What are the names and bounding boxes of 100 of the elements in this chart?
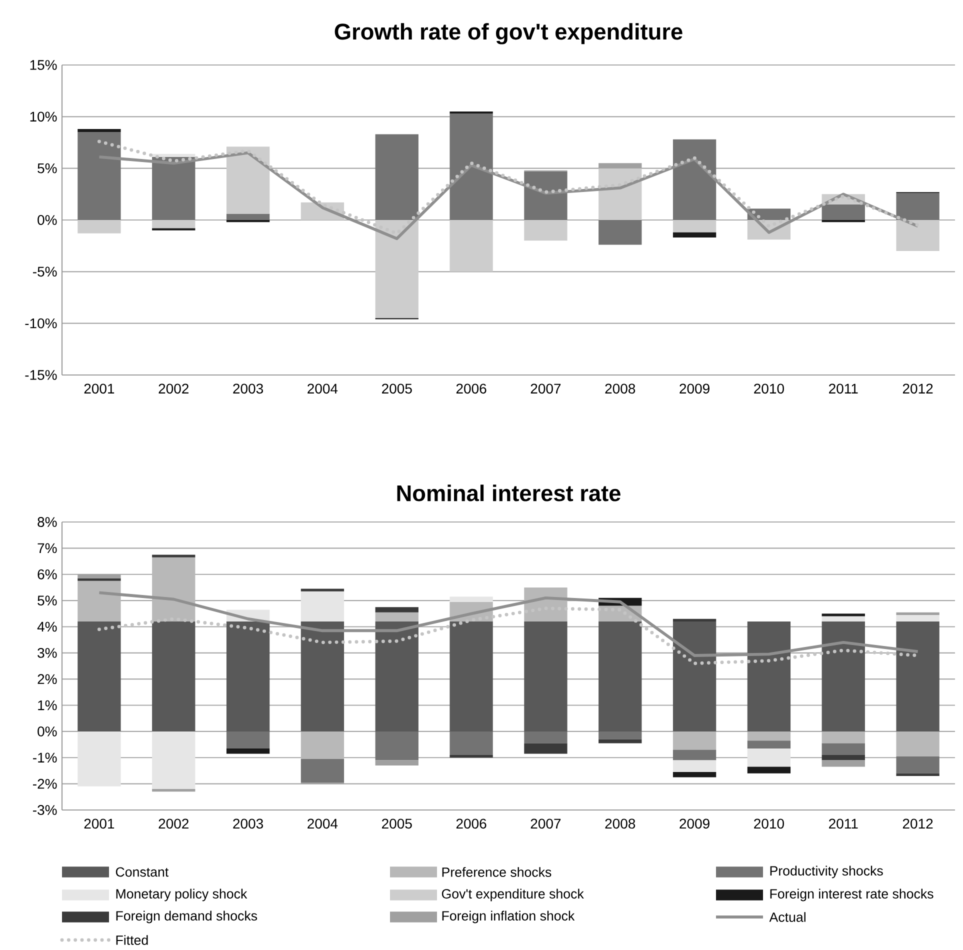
y-tick-label: -1% <box>33 752 57 763</box>
legend-label: Monetary policy shock <box>116 888 248 902</box>
bar <box>226 146 270 214</box>
bar <box>672 760 716 772</box>
bar <box>822 616 865 622</box>
x-tick-label: 2002 <box>158 818 188 829</box>
y-tick-label: 4% <box>37 622 57 632</box>
bar <box>672 232 716 238</box>
bar <box>822 614 865 616</box>
x-tick-label: 2012 <box>902 818 933 829</box>
x-tick-label: 2011 <box>829 818 858 829</box>
bar <box>822 204 865 220</box>
bar <box>822 743 865 756</box>
bar <box>450 596 493 602</box>
bar <box>300 588 344 592</box>
bar <box>747 748 791 767</box>
x-tick-label: 2012 <box>902 384 933 394</box>
bar <box>226 214 270 220</box>
y-tick-label: -3% <box>33 805 57 815</box>
bar <box>822 731 865 744</box>
bar <box>78 129 121 132</box>
bar <box>896 773 940 776</box>
legend-label: Gov't expenditure shock <box>442 888 584 902</box>
bar <box>450 220 493 272</box>
x-tick-label: 2004 <box>308 384 338 394</box>
bar <box>672 731 716 750</box>
bar <box>450 621 493 732</box>
bar <box>822 760 865 767</box>
bar <box>672 750 716 760</box>
bar <box>78 621 121 732</box>
bar <box>152 154 196 157</box>
x-tick-label: 2010 <box>754 384 784 394</box>
legend-label: Constant <box>116 867 169 877</box>
bar <box>822 220 865 222</box>
legend-label: Foreign inflation shock <box>442 910 575 924</box>
x-tick-label: 2009 <box>680 818 710 829</box>
chart-title: Nominal interest rate <box>397 484 620 502</box>
bar <box>152 621 196 732</box>
x-tick-label: 2007 <box>530 384 561 394</box>
bar <box>226 731 270 748</box>
bar <box>524 220 568 241</box>
x-tick-label: 2006 <box>456 384 486 394</box>
bar <box>672 772 716 778</box>
line-series <box>98 591 920 657</box>
bar <box>226 621 270 732</box>
legend-label: Fitted <box>116 935 148 945</box>
y-tick-label: 2% <box>38 674 57 684</box>
bar <box>300 591 344 622</box>
y-tick-label: -2% <box>33 778 57 789</box>
y-tick-label: 10% <box>30 112 57 122</box>
bar <box>226 748 270 754</box>
bar <box>524 743 568 754</box>
legend-label: Productivity shocks <box>770 866 883 878</box>
bar <box>78 220 121 234</box>
bar <box>78 580 121 622</box>
bar <box>598 731 642 740</box>
bar <box>896 193 940 220</box>
bar <box>375 612 418 622</box>
x-tick-label: 2005 <box>382 384 412 394</box>
bar <box>672 139 716 220</box>
bar <box>672 618 716 622</box>
bar <box>450 111 493 114</box>
x-tick-label: 2003 <box>233 818 263 829</box>
bar <box>747 740 791 748</box>
y-tick-label: -5% <box>33 266 57 277</box>
y-tick-label: 5% <box>38 163 57 174</box>
y-tick-label: -15% <box>25 370 57 380</box>
y-tick-label: 0% <box>38 215 57 225</box>
bar <box>300 758 344 783</box>
y-tick-label: 8% <box>38 517 57 527</box>
bar <box>78 132 121 220</box>
bar <box>524 621 568 732</box>
x-tick-label: 2010 <box>754 818 784 829</box>
bar <box>375 760 418 766</box>
bar <box>300 731 344 759</box>
bar <box>152 156 196 220</box>
bar <box>598 168 642 220</box>
bar <box>672 621 716 732</box>
bar <box>896 731 940 756</box>
bar <box>896 612 940 615</box>
bar <box>300 621 344 732</box>
bar <box>375 731 418 760</box>
bar <box>747 731 791 741</box>
legend-label: Preference shocks <box>442 867 552 877</box>
bar <box>822 621 865 732</box>
y-tick-label: 7% <box>38 543 57 554</box>
bar <box>747 766 791 774</box>
x-tick-label: 2005 <box>382 818 412 829</box>
bar <box>450 731 493 756</box>
legend-label: Foreign interest rate shocks <box>770 888 934 902</box>
bar <box>896 614 940 622</box>
x-tick-label: 2007 <box>530 818 561 829</box>
legend-label: Actual <box>769 912 806 922</box>
bar <box>524 171 568 220</box>
bar <box>598 163 642 168</box>
y-tick-label: 6% <box>38 569 57 580</box>
x-tick-label: 2001 <box>84 384 114 394</box>
bar <box>672 220 716 232</box>
bar <box>226 220 270 222</box>
x-tick-label: 2002 <box>158 384 188 394</box>
